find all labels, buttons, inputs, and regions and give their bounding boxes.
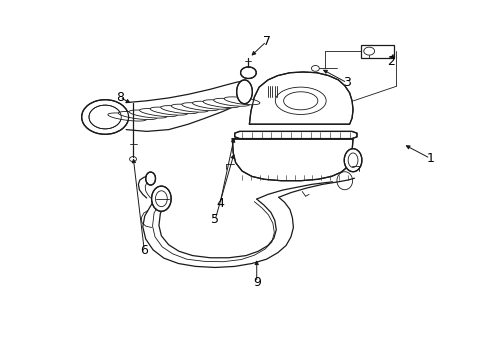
- Text: 1: 1: [426, 152, 433, 165]
- Ellipse shape: [224, 97, 259, 105]
- Ellipse shape: [203, 100, 239, 108]
- Ellipse shape: [344, 149, 361, 171]
- Text: 9: 9: [252, 276, 260, 289]
- Circle shape: [82, 100, 128, 134]
- Ellipse shape: [192, 101, 228, 109]
- Ellipse shape: [213, 98, 249, 106]
- Ellipse shape: [108, 113, 146, 121]
- Ellipse shape: [146, 172, 155, 185]
- Polygon shape: [232, 139, 352, 181]
- FancyBboxPatch shape: [360, 45, 393, 58]
- Text: 8: 8: [116, 91, 123, 104]
- Ellipse shape: [139, 109, 177, 117]
- Ellipse shape: [161, 105, 198, 114]
- Ellipse shape: [171, 104, 208, 112]
- Ellipse shape: [182, 103, 218, 111]
- Ellipse shape: [152, 186, 170, 211]
- Text: 4: 4: [216, 197, 224, 210]
- Text: 6: 6: [140, 244, 148, 257]
- Circle shape: [241, 67, 255, 78]
- Ellipse shape: [118, 112, 157, 120]
- Text: 5: 5: [211, 213, 219, 226]
- Ellipse shape: [150, 107, 187, 115]
- Polygon shape: [249, 72, 352, 124]
- Text: 2: 2: [386, 55, 394, 68]
- Ellipse shape: [129, 110, 167, 118]
- Text: 7: 7: [262, 35, 270, 48]
- Text: 3: 3: [343, 76, 350, 89]
- Ellipse shape: [237, 81, 251, 103]
- Polygon shape: [234, 131, 356, 139]
